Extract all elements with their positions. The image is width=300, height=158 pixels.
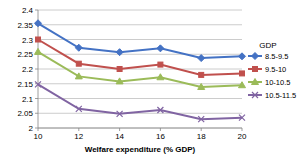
x-tick: [201, 128, 202, 131]
data-point: [116, 49, 123, 56]
series-line: [38, 84, 242, 119]
y-tick-label: 2.35: [17, 21, 33, 30]
x-tick: [119, 128, 120, 131]
grid-line: [38, 39, 242, 40]
data-point: [198, 55, 205, 62]
data-point: [35, 81, 41, 87]
y-tick-label: 2.25: [17, 50, 33, 59]
data-point: [240, 71, 245, 76]
grid-line: [38, 24, 242, 25]
x-tick-label: 12: [74, 132, 83, 141]
y-tick-label: 2.1: [22, 95, 34, 104]
data-point: [157, 45, 164, 52]
legend-label: 10-10.5: [265, 78, 290, 87]
legend-marker: [252, 53, 259, 60]
data-point: [198, 116, 204, 122]
data-point: [157, 74, 164, 80]
series-line: [38, 52, 242, 87]
legend-label: 10.5-11.5: [265, 91, 296, 100]
grid-line: [38, 128, 242, 129]
x-tick: [242, 128, 243, 131]
chart: 22.052.12.152.22.252.32.352.410121416182…: [0, 0, 300, 158]
x-tick: [78, 128, 79, 131]
y-tick: [35, 98, 38, 99]
y-tick-label: 2.3: [22, 36, 34, 45]
y-tick: [35, 113, 38, 114]
x-tick: [38, 128, 39, 131]
x-tick: [160, 128, 161, 131]
grid-line: [38, 98, 242, 99]
data-point: [75, 73, 82, 79]
data-point: [239, 115, 245, 121]
data-point: [199, 72, 204, 77]
y-tick-label: 2.05: [17, 109, 33, 118]
legend-marker: [252, 79, 259, 85]
y-tick: [35, 10, 38, 11]
grid-line: [38, 83, 242, 84]
data-point: [117, 67, 122, 72]
series-line: [38, 23, 242, 58]
legend-label: 8.5-9.5: [265, 52, 288, 61]
data-point: [239, 82, 246, 88]
data-point: [158, 62, 163, 67]
legend-title: GDP: [259, 41, 276, 50]
y-axis: [38, 10, 39, 128]
y-tick: [35, 128, 38, 129]
chart-container: 22.052.12.152.22.252.32.352.410121416182…: [0, 0, 300, 158]
legend-marker: [253, 67, 258, 72]
data-point: [116, 78, 123, 84]
data-point: [239, 53, 246, 60]
data-point: [157, 107, 163, 113]
plot-area: [35, 20, 246, 122]
x-tick-label: 20: [238, 132, 247, 141]
x-tick-label: 10: [34, 132, 43, 141]
legend-label: 9.5-10: [265, 65, 286, 74]
x-tick-label: 14: [115, 132, 124, 141]
y-tick-label: 2.2: [22, 65, 34, 74]
data-point: [198, 83, 205, 89]
x-axis-title: Welfare expenditure (% GDP): [85, 145, 196, 154]
grid-line: [38, 10, 242, 11]
data-point: [76, 61, 81, 66]
data-point: [35, 20, 42, 27]
data-point: [36, 37, 41, 42]
y-tick: [35, 69, 38, 70]
grid-line: [38, 54, 242, 55]
data-point: [76, 106, 82, 112]
y-tick-label: 2.15: [17, 80, 33, 89]
legend-marker: [252, 92, 258, 98]
data-point: [35, 48, 42, 54]
y-tick-label: 2.4: [22, 6, 34, 15]
x-tick-label: 18: [197, 132, 206, 141]
data-point: [117, 111, 123, 117]
x-axis: [38, 128, 242, 129]
x-tick-label: 16: [156, 132, 165, 141]
data-point: [75, 44, 82, 51]
